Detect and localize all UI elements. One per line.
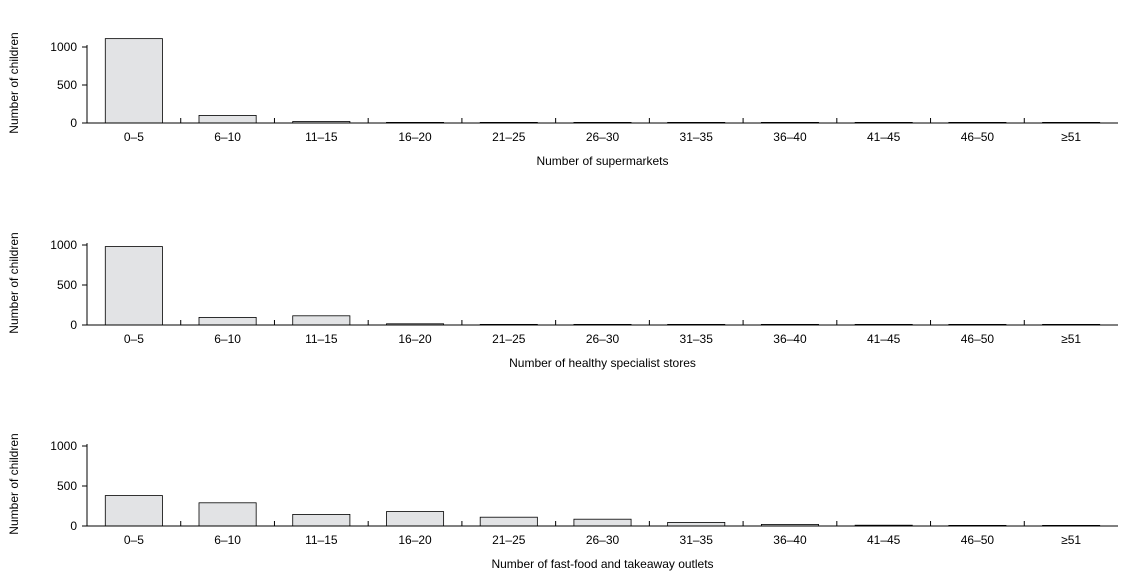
bar-3-4 bbox=[386, 511, 445, 527]
bar-1-2 bbox=[198, 115, 257, 124]
x-tick-label: 0–5 bbox=[124, 130, 144, 144]
y-axis-title: Number of children bbox=[7, 32, 21, 133]
bar-3-5 bbox=[479, 516, 538, 527]
x-axis-title: Number of fast-food and takeaway outlets bbox=[491, 557, 713, 571]
x-tick-label: 16–20 bbox=[398, 332, 432, 346]
y-tick-label: 500 bbox=[57, 78, 77, 92]
x-tick-label: 36–40 bbox=[773, 130, 807, 144]
y-tick-label: 500 bbox=[57, 278, 77, 292]
y-axis-title: Number of children bbox=[7, 433, 21, 534]
x-axis-title: Number of supermarkets bbox=[536, 154, 668, 168]
x-tick-label: 46–50 bbox=[961, 332, 995, 346]
x-tick-label: ≥51 bbox=[1061, 332, 1081, 346]
x-tick-label: 21–25 bbox=[492, 332, 526, 346]
x-tick-label: 21–25 bbox=[492, 130, 526, 144]
panel-3: 0 500 1000 0–5 6–10 11–15 16–20 21–25 26–30 31–35… bbox=[7, 433, 1118, 571]
bar-3-7 bbox=[667, 522, 726, 527]
x-tick-label: 11–15 bbox=[305, 332, 338, 346]
x-tick-label: 36–40 bbox=[773, 332, 807, 346]
y-tick-label: 0 bbox=[70, 318, 77, 332]
bar-1-1 bbox=[104, 38, 163, 124]
x-tick-label: 11–15 bbox=[305, 130, 338, 144]
bar-2-1 bbox=[104, 246, 163, 326]
bar-3-1 bbox=[104, 495, 163, 527]
y-tick-label: 0 bbox=[70, 116, 77, 130]
x-tick-label: 31–35 bbox=[680, 533, 714, 547]
y-tick-label: 1000 bbox=[50, 40, 77, 54]
y-tick-label: 1000 bbox=[50, 238, 77, 252]
x-tick-label: 6–10 bbox=[214, 533, 241, 547]
x-tick-label: 41–45 bbox=[867, 533, 901, 547]
x-tick-label: 46–50 bbox=[961, 130, 995, 144]
x-tick-label: 6–10 bbox=[214, 130, 241, 144]
x-tick-label: 11–15 bbox=[305, 533, 338, 547]
bar-3-2 bbox=[198, 502, 257, 527]
x-tick-label: 21–25 bbox=[492, 533, 526, 547]
bar-2-2 bbox=[198, 316, 257, 326]
panel-2: 0 500 1000 0–5 6–10 11–15 16–20 21–25 26–30 31–35… bbox=[7, 232, 1118, 370]
x-tick-label: 6–10 bbox=[214, 332, 241, 346]
x-tick-label: 46–50 bbox=[961, 533, 995, 547]
x-tick-label: 16–20 bbox=[398, 533, 432, 547]
bar-3-3 bbox=[292, 514, 351, 527]
bar-3-6 bbox=[573, 518, 632, 527]
y-tick-label: 0 bbox=[70, 519, 77, 533]
x-tick-label: 41–45 bbox=[867, 130, 901, 144]
x-tick-label: 16–20 bbox=[398, 130, 432, 144]
x-axis-title: Number of healthy specialist stores bbox=[509, 356, 696, 370]
x-tick-label: ≥51 bbox=[1061, 533, 1081, 547]
x-tick-label: 31–35 bbox=[680, 130, 714, 144]
x-tick-label: 41–45 bbox=[867, 332, 901, 346]
x-tick-label: 26–30 bbox=[586, 332, 620, 346]
y-tick-label: 500 bbox=[57, 479, 77, 493]
x-tick-label: 0–5 bbox=[124, 533, 144, 547]
x-tick-label: 26–30 bbox=[586, 533, 620, 547]
x-tick-label: ≥51 bbox=[1061, 130, 1081, 144]
bar-2-3 bbox=[292, 315, 351, 326]
y-axis-title: Number of children bbox=[7, 232, 21, 333]
x-tick-label: 0–5 bbox=[124, 332, 144, 346]
x-tick-label: 31–35 bbox=[680, 332, 714, 346]
x-tick-label: 36–40 bbox=[773, 533, 807, 547]
x-tick-label: 26–30 bbox=[586, 130, 620, 144]
panel-1: 0 500 1000 0–5 6–10 11–15 16–20 21–25 26–30 31–35… bbox=[7, 32, 1118, 168]
y-tick-label: 1000 bbox=[50, 439, 77, 453]
